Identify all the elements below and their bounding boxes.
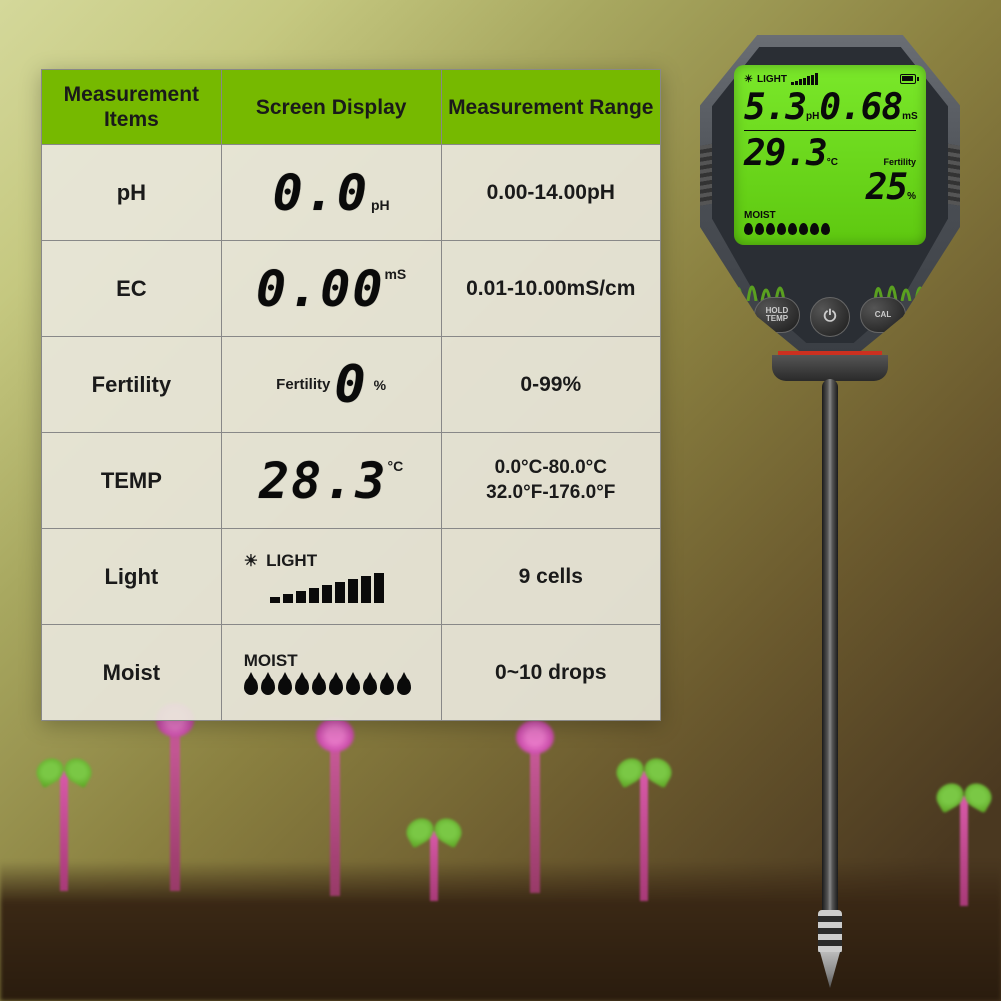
sprout-deco (430, 831, 438, 901)
sun-icon: ☀ (744, 74, 753, 85)
row-display: MOIST (221, 625, 441, 721)
row-range: 0.0°C-80.0°C 32.0°F-176.0°F (441, 433, 660, 529)
screen-moist-label: MOIST (744, 210, 916, 221)
row-name: pH (42, 145, 222, 241)
screen-ec-value: 0.68 (819, 87, 902, 128)
row-range: 0-99% (441, 337, 660, 433)
sprout-deco (960, 796, 968, 906)
row-display: Fertility 0 % (221, 337, 441, 433)
flower-deco (170, 731, 180, 891)
screen-moist-drops (744, 223, 916, 235)
measurement-spec-table: Measurement Items Screen Display Measure… (41, 69, 661, 721)
flower-deco (330, 746, 340, 896)
screen-fertility-value: 25 (866, 167, 907, 208)
row-display: 0.0pH (221, 145, 441, 241)
probe-collar (772, 355, 888, 381)
row-name: TEMP (42, 433, 222, 529)
battery-icon (900, 74, 916, 84)
device-lcd-screen: ☀ LIGHT 5.3pH 0.68mS 29.3°C Fertility 25… (734, 65, 926, 245)
row-range: 0.01-10.00mS/cm (441, 241, 660, 337)
row-name: EC (42, 241, 222, 337)
row-display: 28.3°C (221, 433, 441, 529)
probe-shaft (822, 379, 838, 939)
row-range: 0.00-14.00pH (441, 145, 660, 241)
soil-meter-device: ☀ LIGHT 5.3pH 0.68mS 29.3°C Fertility 25… (700, 35, 960, 355)
moist-drops (244, 677, 411, 695)
row-range: 0~10 drops (441, 625, 660, 721)
sun-icon: ☀ (244, 551, 258, 571)
screen-light-bars (791, 73, 818, 85)
sprout-deco (60, 771, 68, 891)
power-button[interactable]: ⏻ (810, 297, 850, 337)
flower-deco (530, 748, 540, 893)
row-name: Fertility (42, 337, 222, 433)
row-range: 9 cells (441, 529, 660, 625)
screen-ph-value: 5.3 (744, 87, 806, 128)
screen-temp-value: 29.3 (744, 133, 827, 174)
header-display: Screen Display (221, 70, 441, 145)
header-range: Measurement Range (441, 70, 660, 145)
device-head: ☀ LIGHT 5.3pH 0.68mS 29.3°C Fertility 25… (700, 35, 960, 355)
hold-temp-button[interactable]: HOLD TEMP (754, 297, 800, 333)
table-row: pH 0.0pH 0.00-14.00pH (42, 145, 661, 241)
soil-background (0, 861, 1001, 1001)
screen-light-label: LIGHT (757, 74, 787, 85)
probe-sensor-bands (818, 910, 842, 954)
row-name: Moist (42, 625, 222, 721)
table-row: Fertility Fertility 0 % 0-99% (42, 337, 661, 433)
light-bars (270, 573, 384, 603)
table-row: Moist MOIST 0~10 drops (42, 625, 661, 721)
cal-button[interactable]: CAL (860, 297, 906, 333)
row-display: ☀ LIGHT (221, 529, 441, 625)
row-display: 0.00mS (221, 241, 441, 337)
header-items: Measurement Items (42, 70, 222, 145)
grip-ridge (946, 143, 964, 206)
row-name: Light (42, 529, 222, 625)
grip-ridge (696, 143, 714, 206)
table-row: Light ☀ LIGHT 9 cells (42, 529, 661, 625)
sprout-deco (640, 771, 648, 901)
table-row: TEMP 28.3°C 0.0°C-80.0°C 32.0°F-176.0°F (42, 433, 661, 529)
table-row: EC 0.00mS 0.01-10.00mS/cm (42, 241, 661, 337)
